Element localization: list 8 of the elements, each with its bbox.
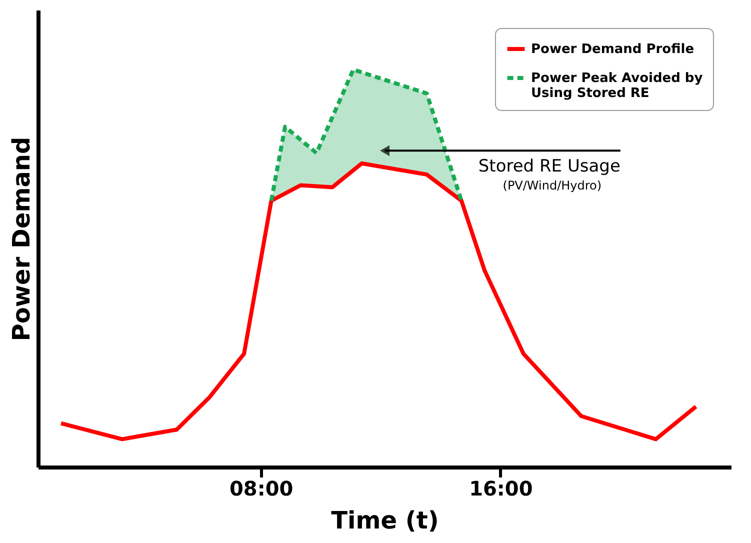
annotation: Stored RE Usage xyxy=(478,156,620,177)
x-axis-title: Time (t) xyxy=(331,506,439,534)
legend-label: Power Peak Avoided by Using Stored RE xyxy=(531,71,704,101)
x-tick-label: 16:00 xyxy=(469,476,533,500)
y-axis-title: Power Demand xyxy=(8,136,36,342)
x-tick-label: 08:00 xyxy=(229,476,294,500)
legend-label: Power Demand Profile xyxy=(531,42,694,57)
annotation: (PV/Wind/Hydro) xyxy=(502,178,602,193)
